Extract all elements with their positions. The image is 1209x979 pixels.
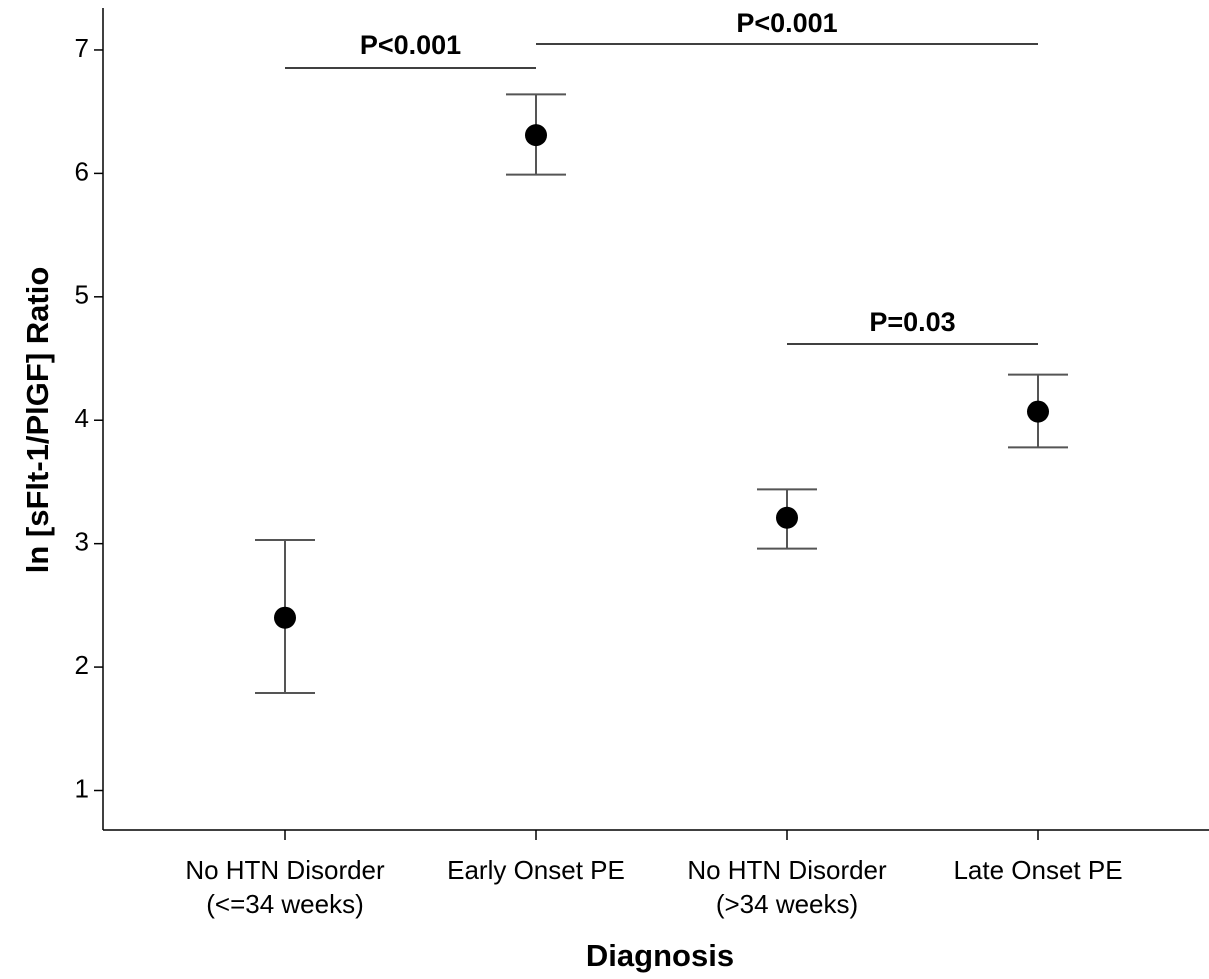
y-tick-label: 4 <box>75 403 89 433</box>
y-axis-title: ln [sFlt-1/PlGF] Ratio <box>20 267 55 574</box>
y-tick-label: 3 <box>75 527 89 557</box>
y-tick-label: 6 <box>75 156 89 186</box>
y-tick-label: 5 <box>75 280 89 310</box>
x-axis-title: Diagnosis <box>586 938 734 973</box>
mean-marker <box>274 606 296 629</box>
y-tick-label: 7 <box>75 33 89 63</box>
y-tick-label: 1 <box>75 773 89 803</box>
significance-label: P=0.03 <box>869 307 955 337</box>
y-tick-label: 2 <box>75 650 89 680</box>
x-tick-label: (>34 weeks) <box>716 889 858 919</box>
x-tick-label: No HTN Disorder <box>687 855 887 885</box>
mean-marker <box>525 124 547 147</box>
mean-marker <box>1027 400 1049 423</box>
x-tick-label: No HTN Disorder <box>185 855 385 885</box>
significance-label: P<0.001 <box>736 8 837 38</box>
x-tick-label: Early Onset PE <box>447 855 625 885</box>
x-tick-label: (<=34 weeks) <box>206 889 364 919</box>
mean-marker <box>776 506 798 529</box>
significance-label: P<0.001 <box>360 30 461 60</box>
x-tick-label: Late Onset PE <box>953 855 1122 885</box>
